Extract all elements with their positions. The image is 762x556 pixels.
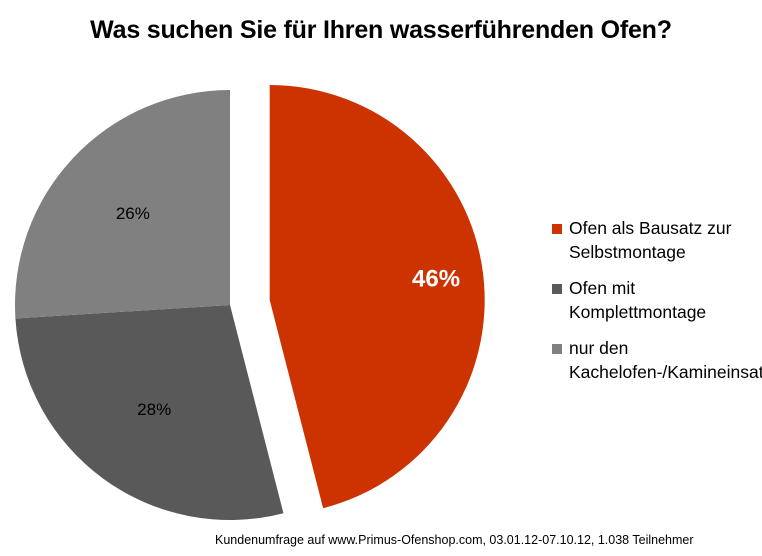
legend: Ofen als Bausatz zur Selbstmontage Ofen … bbox=[552, 216, 762, 396]
pie-slice-1 bbox=[15, 305, 284, 520]
slice-label-0: 46% bbox=[412, 265, 460, 292]
legend-label-komplettmontage: Ofen mit Komplettmontage bbox=[569, 278, 707, 322]
legend-swatch-komplettmontage bbox=[552, 284, 562, 294]
legend-item-komplettmontage: Ofen mit Komplettmontage bbox=[552, 276, 757, 324]
slice-label-2: 26% bbox=[116, 204, 150, 223]
source-footnote: Kundenumfrage auf www.Primus-Ofenshop.co… bbox=[215, 533, 694, 547]
legend-label-kamineinsatz: nur den Kachelofen-/Kamineinsatz bbox=[569, 338, 762, 382]
legend-item-kamineinsatz: nur den Kachelofen-/Kamineinsatz bbox=[552, 336, 762, 384]
pie-slice-2 bbox=[14, 90, 230, 319]
slice-label-1: 28% bbox=[137, 400, 171, 419]
legend-label-bausatz: Ofen als Bausatz zur Selbstmontage bbox=[569, 218, 732, 262]
legend-swatch-kamineinsatz bbox=[552, 344, 562, 354]
legend-item-bausatz: Ofen als Bausatz zur Selbstmontage bbox=[552, 216, 757, 264]
pie-slice-0 bbox=[269, 84, 485, 509]
chart-title: Was suchen Sie für Ihren wasserführenden… bbox=[90, 16, 672, 44]
legend-swatch-bausatz bbox=[552, 224, 562, 234]
